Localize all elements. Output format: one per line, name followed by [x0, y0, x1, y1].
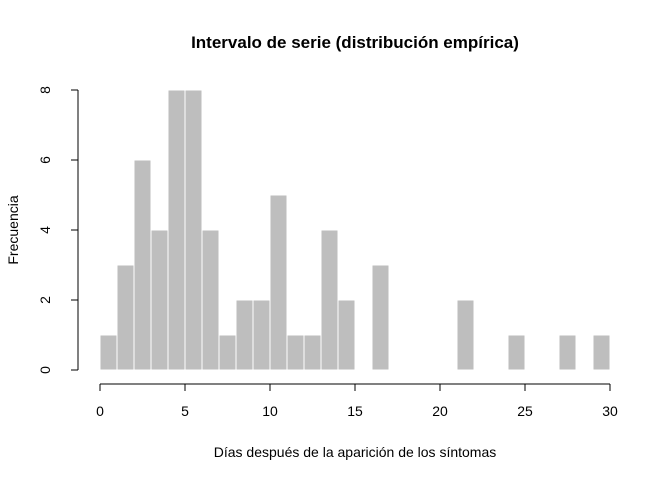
- x-axis: 0 5 10 15 20 25 30: [96, 383, 618, 419]
- x-tick-label: 25: [517, 403, 533, 419]
- histogram-bar: [558, 334, 577, 371]
- y-tick-label: 2: [37, 296, 53, 304]
- x-tick-label: 10: [262, 403, 278, 419]
- y-tick-label: 8: [37, 86, 53, 94]
- histogram-bar: [371, 264, 390, 371]
- histogram-bar: [456, 299, 475, 371]
- histogram-bar: [592, 334, 611, 371]
- histogram-bar: [167, 89, 186, 371]
- y-tick-label: 6: [37, 156, 53, 164]
- histogram-bar: [235, 299, 254, 371]
- histogram-bar: [286, 334, 305, 371]
- histogram-bar: [218, 334, 237, 371]
- x-axis-label: Días después de la aparición de los sínt…: [214, 444, 497, 460]
- histogram-bar: [303, 334, 322, 371]
- histogram-bar: [133, 159, 152, 371]
- y-axis: 0 2 4 6 8: [37, 86, 79, 374]
- x-tick-label: 15: [347, 403, 363, 419]
- y-tick-label: 0: [37, 366, 53, 374]
- histogram-bar: [99, 334, 118, 371]
- x-tick-label: 20: [432, 403, 448, 419]
- histogram-bar: [201, 229, 220, 371]
- histogram-bar: [116, 264, 135, 371]
- chart-title: Intervalo de serie (distribución empíric…: [191, 33, 519, 52]
- x-tick-label: 30: [602, 403, 618, 419]
- x-tick-label: 0: [96, 403, 104, 419]
- histogram-bar: [320, 229, 339, 371]
- y-tick-label: 4: [37, 226, 53, 234]
- histogram-bar: [252, 299, 271, 371]
- histogram-bar: [184, 89, 203, 371]
- bars-group: [99, 89, 611, 371]
- histogram-bar: [269, 194, 288, 371]
- y-axis-label: Frecuencia: [5, 195, 21, 264]
- histogram-bar: [507, 334, 526, 371]
- histogram-bar: [150, 229, 169, 371]
- x-tick-label: 5: [181, 403, 189, 419]
- histogram-bar: [337, 299, 356, 371]
